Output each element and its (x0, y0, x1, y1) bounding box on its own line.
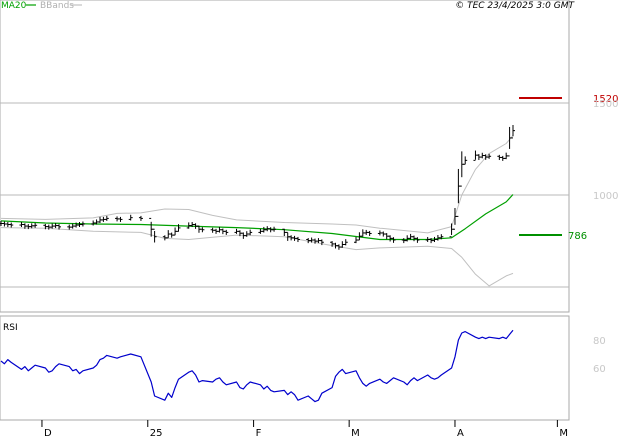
price-bar (9, 222, 14, 228)
price-levels: 1520 786 (519, 94, 618, 242)
bbands-legend-label: BBands (40, 1, 74, 11)
price-bar (224, 229, 229, 235)
price-bar (511, 124, 515, 139)
copyright-text: © TEC 23/4/2025 3:0 GMT (455, 1, 575, 11)
price-bar (128, 214, 133, 221)
price-bars (0, 124, 515, 250)
x-axis: D 25 F M A M (41, 420, 568, 439)
price-bar (439, 234, 444, 240)
rsi-tick-label: 60 (593, 364, 606, 375)
rsi-panel-label: RSI (3, 323, 18, 333)
x-tick-label: A (457, 428, 464, 439)
rsi-panel-frame (0, 315, 570, 421)
ma20-layer (0, 194, 514, 241)
rsi-line (0, 329, 514, 403)
price-bar (367, 230, 372, 237)
rsi-layer (0, 329, 514, 403)
x-tick-label: D (44, 428, 52, 439)
x-tick-label: F (256, 428, 262, 439)
rsi-tick-label: 80 (593, 336, 606, 347)
price-tick-label: 1000 (593, 191, 618, 202)
price-bar (248, 229, 253, 236)
price-bar (463, 156, 468, 165)
price-bar (295, 236, 300, 243)
price-bar (118, 216, 123, 222)
price-bar (80, 221, 85, 227)
price-y-axis: 1000 1500 (593, 99, 618, 202)
price-bar (391, 237, 396, 243)
rsi-y-axis: 60 80 (593, 336, 606, 375)
price-panel-frame (0, 0, 570, 313)
resistance-level-label: 1520 (593, 94, 618, 105)
bbands-upper-line (0, 135, 514, 234)
price-bar (200, 227, 205, 233)
price-bar (415, 237, 420, 243)
ma20-legend-label: MA20 (1, 1, 27, 11)
price-bar (176, 224, 181, 232)
price-grid (0, 102, 569, 288)
ma20-line (0, 194, 514, 241)
price-bar (138, 215, 143, 221)
price-bar (272, 226, 277, 232)
support-level-label: 786 (568, 231, 587, 242)
price-bar (343, 239, 348, 246)
price-bar (152, 228, 157, 243)
x-tick-label: M (351, 428, 360, 439)
price-bar (487, 153, 492, 159)
price-tick-label: 1500 (593, 99, 618, 110)
price-bar (33, 222, 38, 228)
x-tick-label: 25 (150, 428, 163, 439)
price-bar (319, 239, 324, 246)
price-bar (104, 215, 109, 221)
price-bar (57, 224, 62, 230)
x-tick-label: M (559, 428, 568, 439)
